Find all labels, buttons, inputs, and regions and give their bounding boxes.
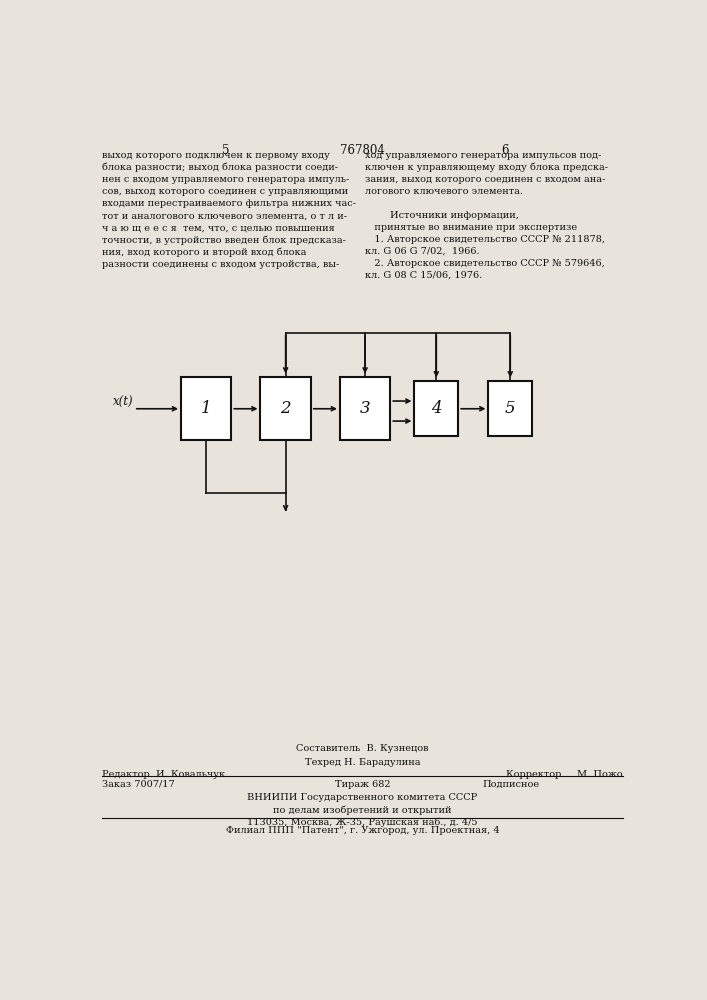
- Bar: [181, 377, 231, 440]
- Bar: [489, 381, 532, 436]
- Bar: [340, 377, 390, 440]
- Text: ход управляемого генератора импульсов под-
ключен к управляющему входу блока пре: ход управляемого генератора импульсов по…: [365, 151, 608, 280]
- Text: 4: 4: [431, 400, 442, 417]
- Text: 113035, Москва, Ж-35, Раушская наб., д. 4/5: 113035, Москва, Ж-35, Раушская наб., д. …: [247, 818, 478, 827]
- Text: 767804: 767804: [340, 144, 385, 157]
- Text: 1: 1: [201, 400, 211, 417]
- Text: ВНИИПИ Государственного комитета СССР: ВНИИПИ Государственного комитета СССР: [247, 793, 477, 802]
- Text: Редактор  И. Ковальчук: Редактор И. Ковальчук: [102, 770, 226, 779]
- Text: x(t): x(t): [113, 396, 134, 409]
- Text: 6: 6: [501, 144, 508, 157]
- Text: Техред Н. Барадулина: Техред Н. Барадулина: [305, 758, 420, 767]
- Text: 2: 2: [280, 400, 291, 417]
- Text: 3: 3: [360, 400, 370, 417]
- Text: Тираж 682: Тираж 682: [334, 780, 390, 789]
- Text: выход которого подключен к первому входу
блока разности; выход блока разности со: выход которого подключен к первому входу…: [102, 151, 356, 269]
- Text: Составитель  В. Кузнецов: Составитель В. Кузнецов: [296, 744, 428, 753]
- Text: 5: 5: [505, 400, 515, 417]
- Text: Подписное: Подписное: [483, 780, 540, 789]
- Bar: [414, 381, 458, 436]
- Text: Заказ 7007/17: Заказ 7007/17: [102, 780, 175, 789]
- Text: по делам изобретений и открытий: по делам изобретений и открытий: [273, 805, 452, 815]
- Bar: [260, 377, 311, 440]
- Text: 5: 5: [221, 144, 229, 157]
- Text: Корректор     М. Пожо: Корректор М. Пожо: [506, 770, 623, 779]
- Text: Филиал ППП "Патент", г. Ужгород, ул. Проектная, 4: Филиал ППП "Патент", г. Ужгород, ул. Про…: [226, 826, 499, 835]
